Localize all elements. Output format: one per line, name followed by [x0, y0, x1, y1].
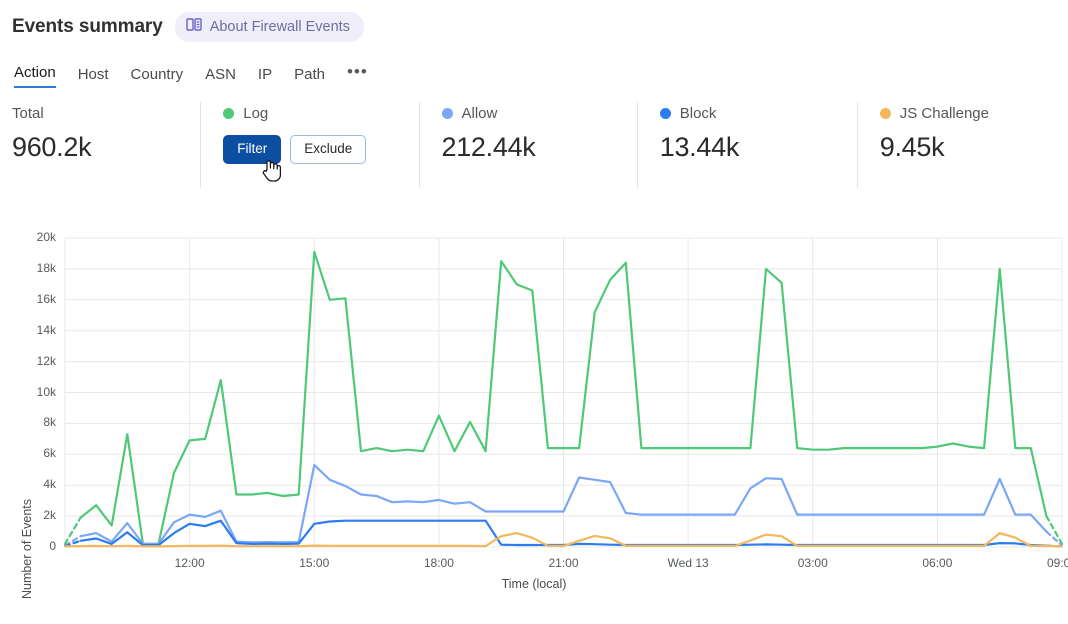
x-tick-label: Wed 13 [667, 556, 709, 570]
x-tick-label: 06:00 [922, 556, 953, 570]
card-label-block: Block [679, 104, 717, 122]
events-timeseries-chart: Number of Events Time (local) 0 2k 4k 6k 8k 1… [0, 212, 1068, 599]
page-title: Events summary [12, 16, 163, 37]
tab-country[interactable]: Country [130, 66, 184, 83]
summary-card-block[interactable]: Block 13.44k [636, 102, 857, 188]
tab-path[interactable]: Path [294, 66, 325, 83]
legend-dot-allow [441, 107, 453, 119]
card-label-log: Log [243, 104, 269, 122]
tab-more-button[interactable]: ••• [346, 62, 368, 81]
card-head-js-challenge: JS Challenge [879, 102, 1046, 124]
tab-asn[interactable]: ASN [205, 66, 236, 83]
about-firewall-events-label: About Firewall Events [209, 19, 350, 35]
card-value-total: 960.2k [12, 132, 92, 162]
y-tick-label: 18k [36, 260, 56, 275]
y-tick-label: 14k [36, 322, 56, 337]
y-tick-label: 2k [43, 508, 56, 523]
filter-button[interactable]: Filter [223, 135, 282, 164]
y-tick-label: 10k [36, 384, 56, 399]
tab-ip[interactable]: IP [257, 66, 273, 83]
card-label-total: Total [12, 104, 44, 122]
exclude-button[interactable]: Exclude [290, 135, 367, 164]
y-tick-label: 0 [49, 539, 56, 553]
summary-card-js-challenge[interactable]: JS Challenge 9.45k [856, 102, 1068, 188]
y-tick-label: 16k [36, 291, 56, 306]
dimension-tabs: Action Host Country ASN IP Path ••• [0, 44, 1068, 88]
card-head-log: Log [223, 102, 396, 124]
card-head-allow: Allow [441, 102, 615, 124]
y-tick-label: 12k [36, 353, 56, 368]
card-value-block: 13.44k [659, 132, 740, 162]
card-actions-log: Filter Exclude [223, 135, 396, 164]
x-tick-label: 15:00 [299, 556, 330, 570]
x-axis-title: Time (local) [501, 577, 567, 591]
card-label-js-challenge: JS Challenge [899, 104, 989, 122]
y-tick-label: 6k [43, 446, 56, 461]
card-label-allow: Allow [461, 104, 498, 122]
x-tick-label: 03:00 [797, 556, 828, 570]
page-header: Events summary About Firewall Events [0, 0, 1068, 44]
y-tick-label: 20k [36, 230, 56, 244]
summary-card-allow[interactable]: Allow 212.44k [418, 102, 637, 188]
x-tick-label: 21:00 [548, 556, 579, 570]
y-tick-label: 8k [43, 415, 56, 430]
card-value-allow: 212.44k [441, 132, 536, 162]
chart-plot-area[interactable] [0, 212, 1068, 552]
tab-action[interactable]: Action [14, 64, 56, 88]
card-value-js-challenge: 9.45k [879, 132, 945, 162]
legend-dot-log [223, 107, 235, 119]
y-tick-label: 4k [43, 477, 56, 492]
legend-dot-block [659, 107, 671, 119]
book-icon [185, 17, 202, 37]
card-head-block: Block [659, 102, 835, 124]
x-tick-label: 18:00 [423, 556, 454, 570]
legend-dot-js-challenge [879, 107, 891, 119]
tab-host[interactable]: Host [77, 66, 109, 83]
card-head-total: Total [12, 102, 178, 124]
summary-card-total: Total 960.2k [12, 102, 200, 188]
summary-card-log[interactable]: Log Filter Exclude [200, 102, 418, 188]
summary-cards: Total 960.2k Log Filter Exclude Allow 21… [0, 102, 1068, 188]
about-firewall-events-button[interactable]: About Firewall Events [174, 12, 364, 42]
x-tick-label: 09:00 [1046, 556, 1068, 570]
x-tick-label: 12:00 [174, 556, 205, 570]
